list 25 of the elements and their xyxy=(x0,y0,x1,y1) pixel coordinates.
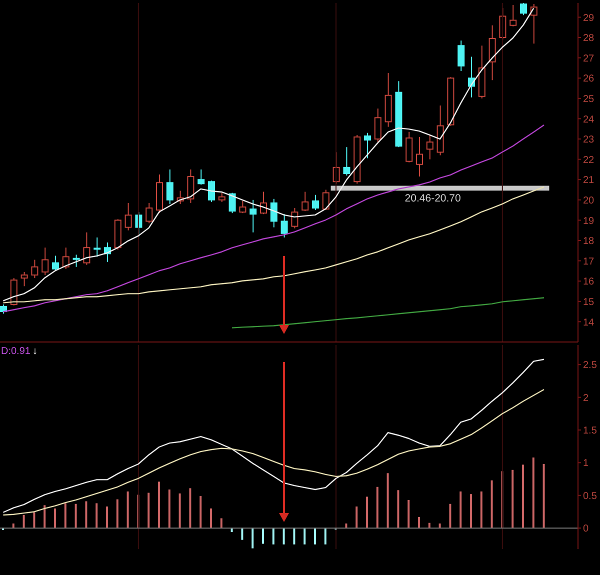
y-tick-label: 16 xyxy=(583,276,595,288)
y-tick-label: 29 xyxy=(583,12,595,24)
y-tick-label: 2.5 xyxy=(583,360,598,372)
band-label: 20.46-20.70 xyxy=(404,192,462,205)
annotation: ↓ xyxy=(32,346,38,357)
y-tick-label: 25 xyxy=(583,94,595,105)
y-tick-label: 21 xyxy=(583,175,595,186)
y-tick-label: 27 xyxy=(583,53,595,64)
y-tick-label: 17 xyxy=(583,256,595,268)
y-tick-label: 22 xyxy=(583,154,595,166)
y-tick-label: 28 xyxy=(583,33,595,44)
y-tick-label: 0.5 xyxy=(583,490,598,502)
y-tick-label: 14 xyxy=(583,317,595,328)
y-tick-label: 1.5 xyxy=(583,426,598,437)
y-tick-label: 20 xyxy=(583,195,595,206)
annotation: D:0.91 xyxy=(1,346,30,357)
y-tick-label: 0 xyxy=(583,524,589,535)
y-tick-label: 23 xyxy=(583,134,595,146)
y-tick-label: 1 xyxy=(583,458,589,470)
y-tick-label: 26 xyxy=(583,74,595,85)
y-tick-label: 24 xyxy=(583,114,595,126)
y-tick-label: 2 xyxy=(583,392,589,404)
y-tick-label: 19 xyxy=(583,216,595,227)
y-tick-label: 18 xyxy=(583,236,595,248)
y-tick-label: 15 xyxy=(583,296,595,308)
